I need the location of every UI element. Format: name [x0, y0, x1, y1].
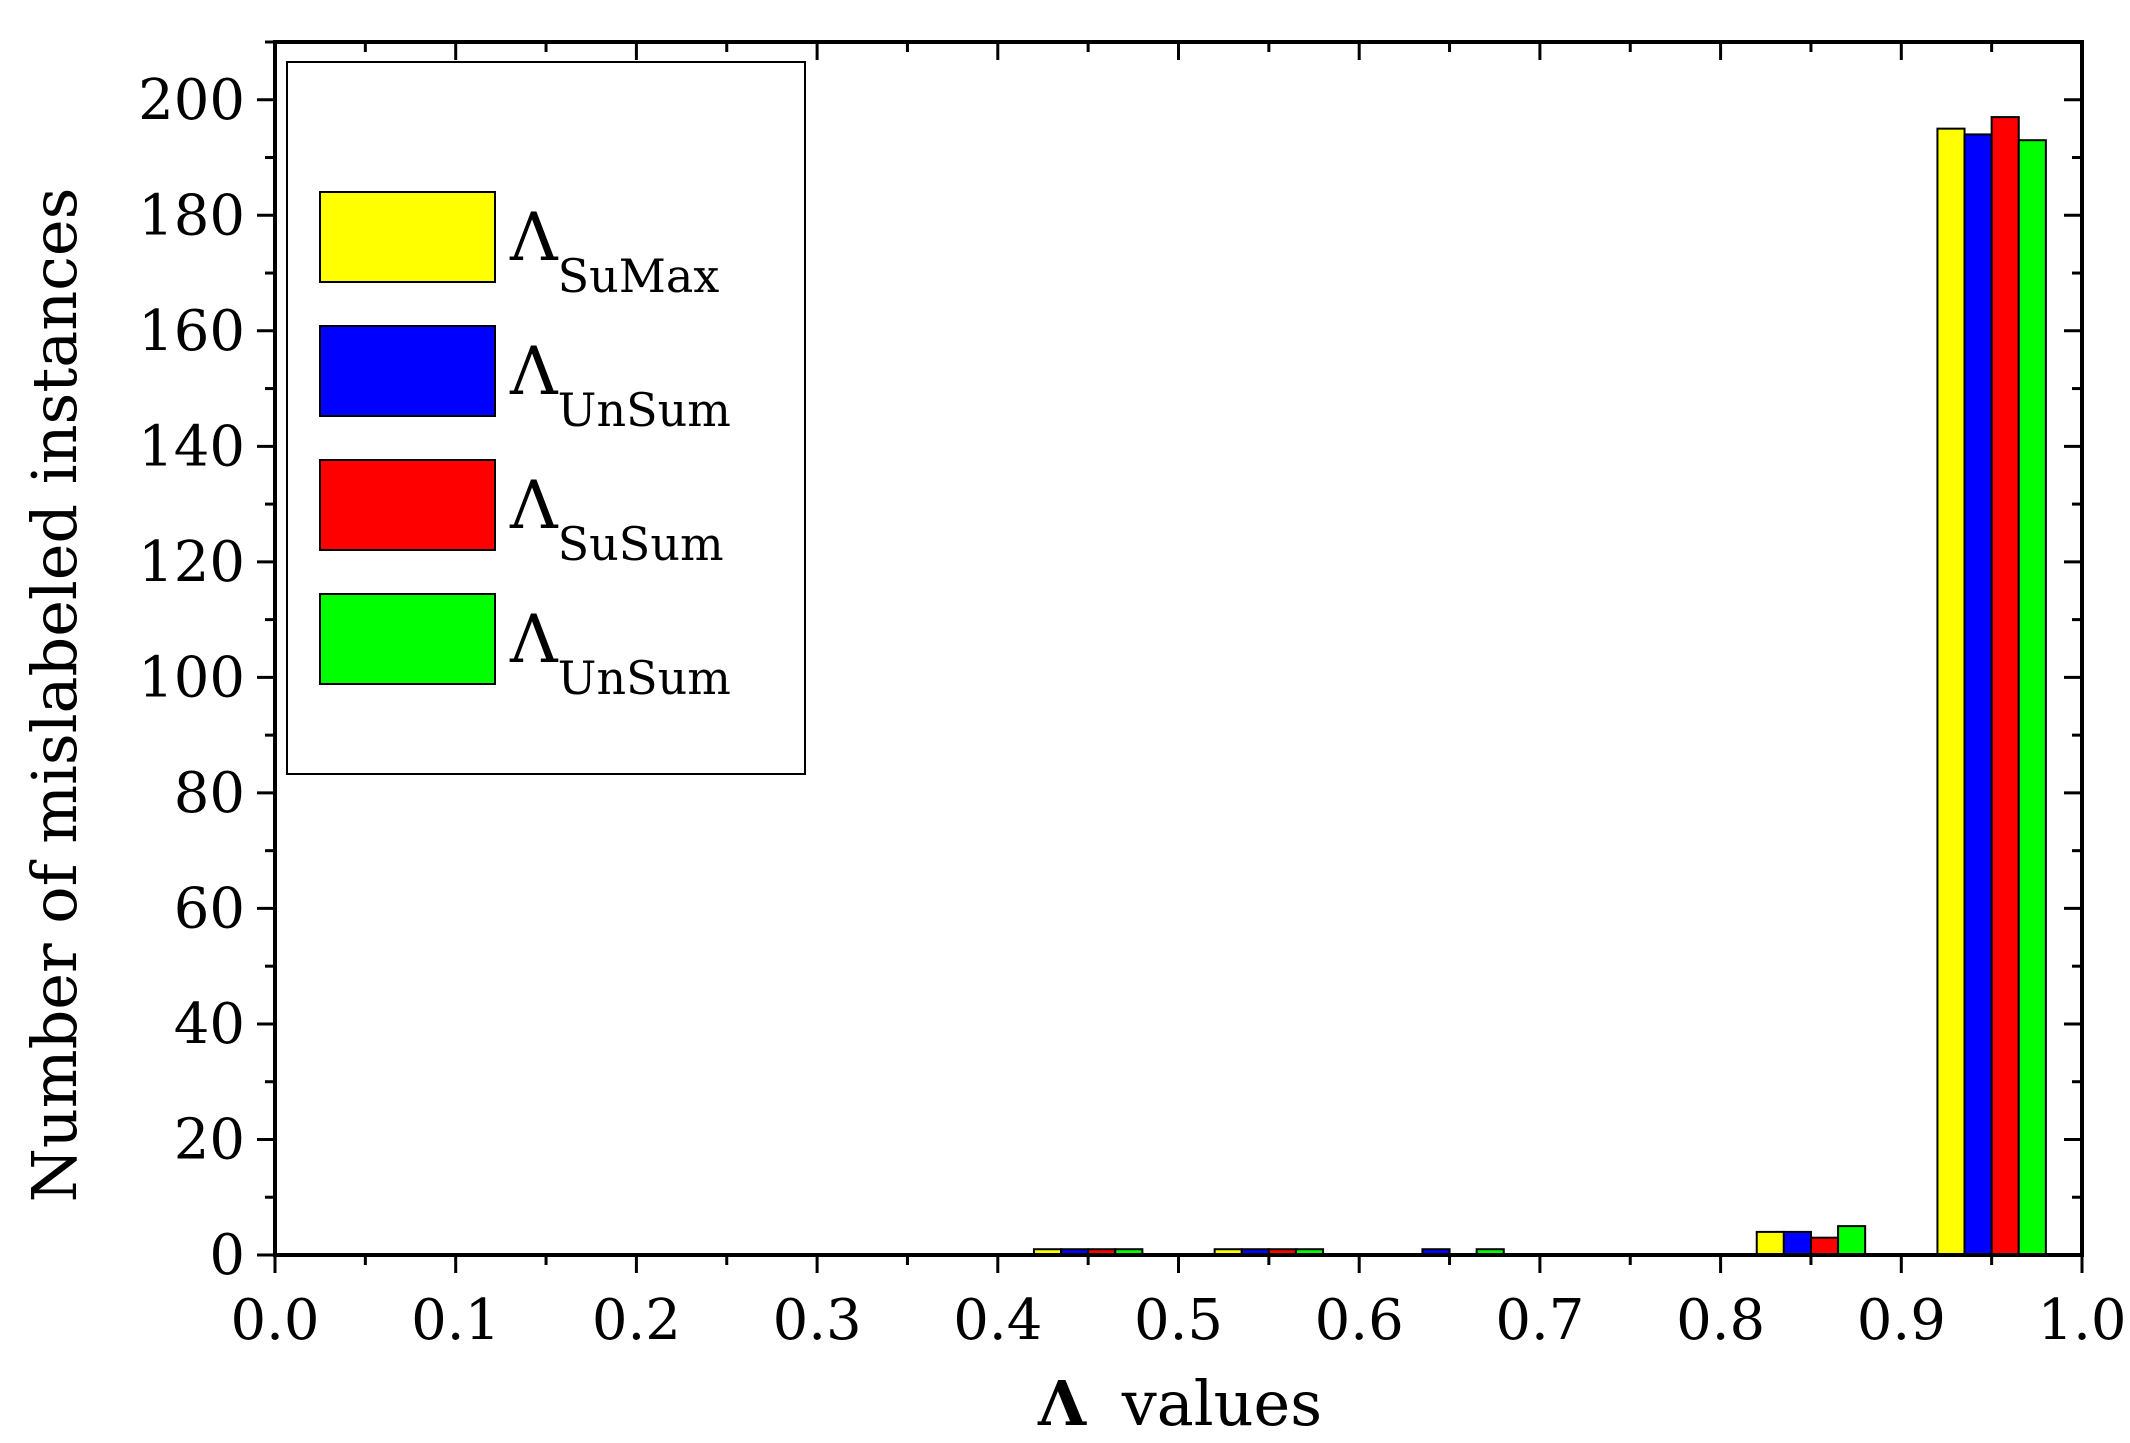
- x-tick-label: 0.6: [1315, 1288, 1404, 1353]
- legend-label-symbol: Λ: [509, 199, 559, 276]
- legend-label-subscript: SuMax: [558, 249, 720, 303]
- x-tick-label: 0.0: [230, 1288, 319, 1353]
- x-tick-label: 0.3: [773, 1288, 862, 1353]
- x-tick-label: 0.5: [1134, 1288, 1223, 1353]
- x-axis-title-text: values: [1121, 1367, 1322, 1440]
- x-axis-title-symbol: Λ: [1037, 1367, 1087, 1440]
- bar-susum-2-bin-4: [1990, 116, 2020, 1257]
- y-tick-label: 200: [138, 68, 245, 133]
- y-tick-label: 0: [209, 1223, 245, 1288]
- x-tick-label: 1.0: [2037, 1288, 2126, 1353]
- bar-unsum-1-bin-4: [1963, 133, 1993, 1256]
- legend-label-symbol: Λ: [509, 333, 559, 410]
- legend-label-subscript: UnSum: [558, 651, 731, 705]
- bar-sumax-0-bin-4: [1936, 127, 1966, 1257]
- legend-label-subscript: SuSum: [558, 517, 724, 571]
- bar-unsum-3-bin-3: [1837, 1225, 1867, 1256]
- y-tick-label: 40: [174, 992, 245, 1057]
- legend-label: ΛSuSum: [509, 467, 724, 571]
- legend-label: ΛUnSum: [509, 601, 731, 705]
- x-tick-label: 0.4: [953, 1288, 1042, 1353]
- y-tick-label: 120: [138, 530, 245, 595]
- legend-label: ΛSuMax: [509, 199, 719, 303]
- x-tick-label: 0.1: [411, 1288, 500, 1353]
- bar-susum-2-bin-3: [1809, 1236, 1840, 1256]
- legend-label-subscript: UnSum: [558, 383, 731, 437]
- y-tick-label: 140: [138, 414, 245, 479]
- y-axis-title: Number of mislabeled instances: [18, 188, 91, 1203]
- bar-sumax-0-bin-3: [1755, 1230, 1785, 1257]
- legend-label-symbol: Λ: [509, 601, 559, 678]
- legend-swatch: [319, 459, 496, 551]
- legend-swatch: [319, 191, 496, 283]
- bars-layer: [1032, 116, 2047, 1257]
- x-axis-title: Λ values: [1037, 1367, 1322, 1440]
- bar-unsum-1-bin-3: [1782, 1230, 1812, 1257]
- ticks-layer: 0.0 0.1 0.2 0.3 0.4 0.5 0.6 0.7 0.8 0.9 1.0 0 20 40 60…: [138, 40, 2127, 1353]
- legend-label: ΛUnSum: [509, 333, 731, 437]
- y-tick-label: 180: [138, 183, 245, 248]
- x-tick-label: 0.2: [592, 1288, 681, 1353]
- y-tick-label: 160: [138, 299, 245, 364]
- legend-swatch: [319, 593, 496, 685]
- legend-label-symbol: Λ: [509, 467, 559, 544]
- y-tick-label: 100: [138, 645, 245, 710]
- x-tick-label: 0.7: [1495, 1288, 1584, 1353]
- x-tick-label: 0.9: [1857, 1288, 1946, 1353]
- x-tick-label: 0.8: [1676, 1288, 1765, 1353]
- bar-unsum-3-bin-4: [2017, 139, 2047, 1257]
- y-tick-label: 20: [174, 1107, 245, 1172]
- y-tick-label: 60: [174, 876, 245, 941]
- legend-swatch: [319, 325, 496, 417]
- y-tick-label: 80: [174, 761, 245, 826]
